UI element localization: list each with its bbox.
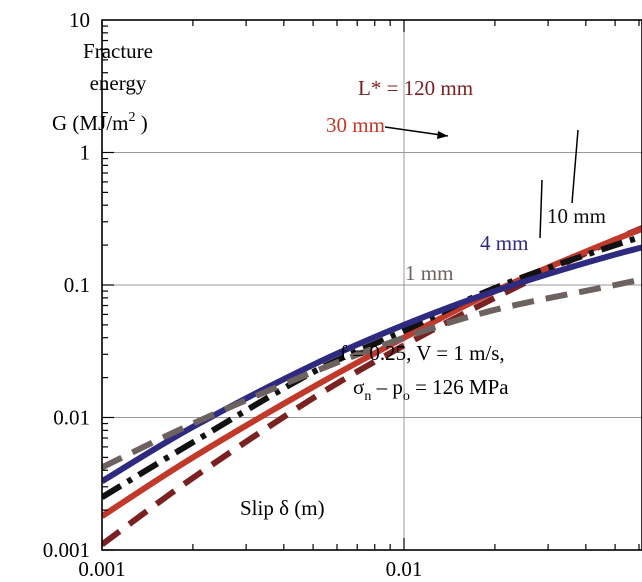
param-mid: – p: [371, 375, 403, 399]
y-tick-label: 0.001: [43, 538, 90, 562]
param-line-1: f = 0.25, V = 1 m/s,: [340, 341, 505, 365]
label-10mm: 10 mm: [547, 204, 606, 228]
leader-4mm: [539, 179, 543, 239]
leader-30mm: [384, 126, 449, 137]
x-tick-label: 0.01: [386, 557, 423, 581]
param-tail: = 126 MPa: [410, 375, 509, 399]
label-1mm: 1 mm: [405, 261, 453, 285]
y-axis-label-sup: 2: [128, 110, 135, 125]
y-tick-label: 10: [69, 8, 90, 32]
y-axis-label-main: G (MJ/m: [52, 111, 128, 135]
label-4mm: 4 mm: [480, 231, 528, 255]
y-axis-label: G (MJ/m2 ): [52, 110, 148, 135]
y-tick-label: 1: [80, 141, 91, 165]
param-line-2: σn – po = 126 MPa: [353, 375, 509, 404]
x-tick-label: 0.001: [78, 557, 125, 581]
label-L120: L* = 120 mm: [358, 76, 473, 100]
x-axis-label: Slip δ (m): [240, 496, 325, 520]
series-group: [102, 224, 642, 547]
series-line-1: [102, 225, 642, 519]
y-axis-label-tail: ): [135, 111, 147, 135]
y-tick-label: 0.1: [64, 273, 90, 297]
param-p-sub: o: [403, 389, 410, 404]
grid: [102, 20, 642, 550]
param-sigma-sub: n: [364, 389, 371, 404]
series-line-4: [102, 276, 642, 471]
y-tick-label: 0.01: [53, 406, 90, 430]
label-30mm: 30 mm: [326, 113, 385, 137]
leader-10mm: [571, 129, 579, 204]
param-sigma: σ: [353, 375, 364, 399]
title-line-2: energy: [90, 71, 147, 95]
leader-30mm-arrow: [437, 131, 448, 139]
title-line-1: Fracture: [83, 39, 153, 63]
series-line-3: [102, 244, 642, 484]
